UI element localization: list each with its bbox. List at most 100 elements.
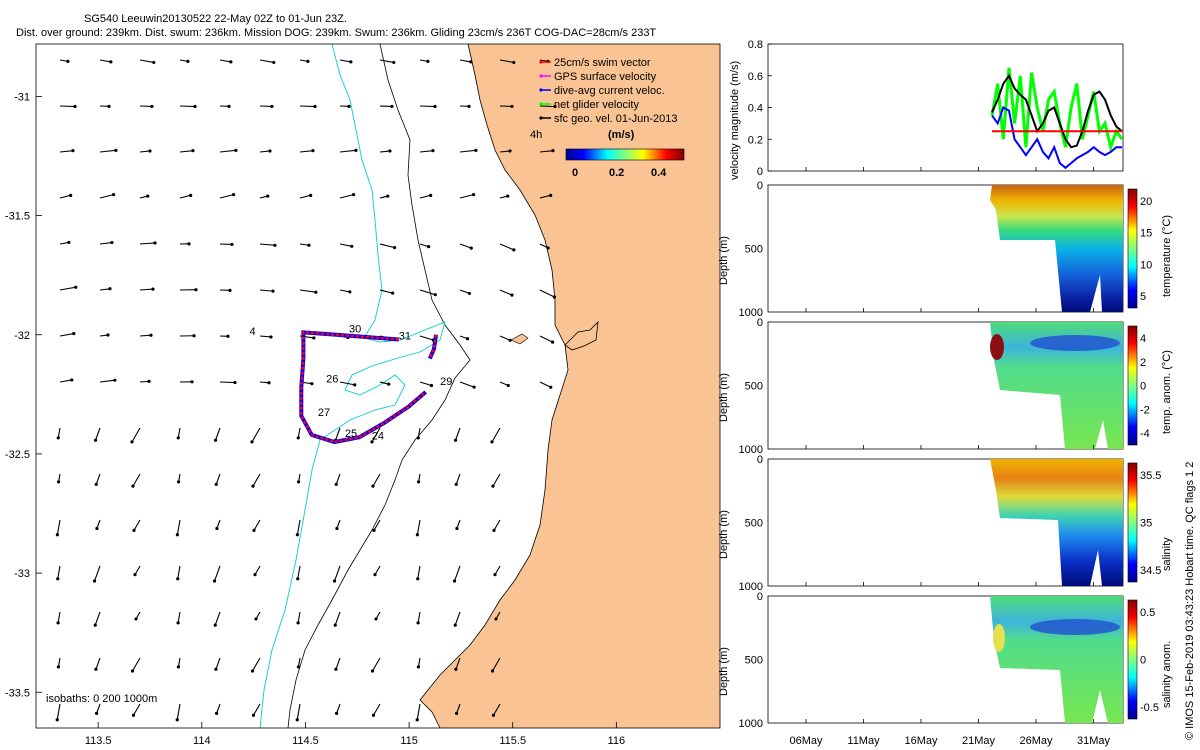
- velocity-arrow-head: [371, 713, 376, 717]
- velocity-arrow-head: [268, 149, 272, 153]
- cbar-tick-label: 35: [1140, 518, 1152, 530]
- velocity-ytick-label: 0.8: [748, 39, 763, 51]
- velocity-arrow-head: [455, 526, 459, 531]
- map-ytick-label: -31.5: [5, 211, 30, 223]
- cbar-tick-label: 10: [1140, 259, 1152, 271]
- velocity-arrow-head: [228, 288, 232, 292]
- section-ylabel: Depth (m): [718, 647, 730, 696]
- velocity-arrow-head: [370, 440, 374, 444]
- velocity-arrow-head: [512, 248, 516, 252]
- temperature-panel: [767, 184, 1138, 313]
- velocity-arrow-head: [109, 60, 113, 64]
- velocity-arrow-head: [273, 243, 277, 247]
- velocity-arrow: [335, 473, 341, 485]
- velocity-arrow: [131, 427, 141, 443]
- velocity-arrow: [417, 565, 421, 579]
- velocity-arrow: [372, 657, 381, 672]
- temp-anom-cold-core: [1030, 335, 1120, 351]
- velocity-arrow-head: [253, 573, 257, 577]
- velocity-arrow-head: [311, 149, 315, 153]
- velocity-arrow-head: [417, 480, 421, 484]
- velocity-arrow-head: [510, 104, 514, 109]
- velocity-arrow: [416, 703, 421, 720]
- velocity-arrow-head: [472, 385, 476, 389]
- cbar-tick-label: 34.5: [1140, 565, 1161, 577]
- velocity-arrow-head: [494, 617, 498, 621]
- velocity-arrow-head: [550, 340, 555, 344]
- velocity-arrow: [499, 150, 511, 153]
- velocity-arrow-head: [314, 290, 318, 294]
- velocity-arrow-head: [186, 59, 190, 63]
- temp-anom-section: [990, 322, 1123, 449]
- velocity-line: [990, 67, 1124, 153]
- velocity-arrow-head: [416, 665, 421, 669]
- velocity-arrow-head: [549, 385, 553, 389]
- velocity-arrow: [539, 105, 556, 108]
- velocity-arrow-head: [94, 711, 99, 715]
- velocity-arrow-head: [190, 380, 194, 384]
- velocity-arrow: [455, 427, 461, 441]
- velocity-series: [990, 67, 1124, 170]
- velocity-arrow: [419, 105, 436, 108]
- velocity-arrow-head: [506, 194, 510, 198]
- velocity-arrow: [499, 59, 514, 63]
- velocity-arrow-head: [372, 528, 376, 532]
- velocity-arrow: [339, 289, 350, 293]
- velocity-arrow: [339, 194, 354, 199]
- velocity-arrow: [539, 335, 553, 343]
- velocity-arrow-head: [69, 193, 73, 197]
- cbar-tick-label: 0.5: [1140, 607, 1155, 619]
- legend-label: net glider velocity: [554, 99, 639, 111]
- velocity-arrow: [419, 381, 432, 387]
- dive-label: 4: [249, 326, 255, 338]
- date-tick-label: 06May: [789, 735, 823, 747]
- velocity-arrow: [133, 519, 141, 531]
- velocity-arrow-head: [391, 291, 395, 295]
- velocity-arrow-head: [152, 60, 156, 65]
- legend-swatch-head: [539, 102, 543, 106]
- map-ytick-label: -33: [14, 568, 30, 580]
- velocity-arrow-head: [416, 621, 420, 625]
- velocity-arrow: [492, 473, 501, 487]
- cbar-label: temperature (°C): [1161, 215, 1173, 297]
- section-ytick-label: 0: [757, 591, 763, 603]
- section-ylabel: Depth (m): [718, 373, 730, 422]
- date-tick-label: 16May: [904, 735, 938, 747]
- cbar-tick-label: 15: [1140, 228, 1152, 240]
- cbar-tick-label: 2: [1140, 357, 1146, 369]
- velocity-arrow-head: [131, 484, 135, 488]
- velocity-arrow-head: [213, 438, 218, 442]
- salinity-panel: [767, 458, 1138, 587]
- dive-labels: 4 30 31 26 27 25 24 29: [249, 323, 452, 442]
- velocity-axis: 0 0.2 0.4 0.6 0.8: [748, 39, 772, 178]
- cbar-tick-label: 35.5: [1140, 470, 1161, 482]
- velocity-arrow: [94, 611, 101, 626]
- velocity-arrow-head: [132, 528, 136, 532]
- velocity-arrow: [176, 703, 181, 720]
- velocity-arrow: [176, 519, 181, 535]
- velocity-arrow-head: [312, 336, 316, 340]
- section-ytick-label: 1000: [739, 581, 763, 593]
- legend-label: GPS surface velocity: [554, 71, 657, 83]
- velocity-arrow: [459, 149, 476, 153]
- velocity-arrow: [494, 565, 501, 575]
- velocity-arrow-head: [296, 436, 300, 440]
- velocity-arrow: [215, 657, 221, 670]
- velocity-arrow: [219, 59, 231, 63]
- map-frame: [35, 43, 721, 729]
- velocity-arrow: [219, 149, 236, 153]
- velocity-arrow-head: [130, 669, 135, 673]
- section-ylabel: Depth (m): [718, 236, 730, 285]
- velocity-arrow-head: [453, 438, 458, 442]
- velocity-arrow-head: [55, 533, 59, 537]
- velocity-arrow: [456, 703, 461, 714]
- velocity-arrow: [297, 565, 301, 579]
- velocity-arrow-head: [107, 104, 111, 108]
- velocity-arrow-head: [296, 665, 301, 669]
- velocity-arrow: [214, 611, 221, 626]
- isobath-label: isobaths: 0 200 1000m: [46, 693, 157, 705]
- map-xtick-label: 114.5: [292, 735, 319, 747]
- velocity-arrow: [254, 565, 261, 575]
- velocity-arrow-head: [270, 104, 274, 109]
- velocity-arrow: [57, 427, 61, 438]
